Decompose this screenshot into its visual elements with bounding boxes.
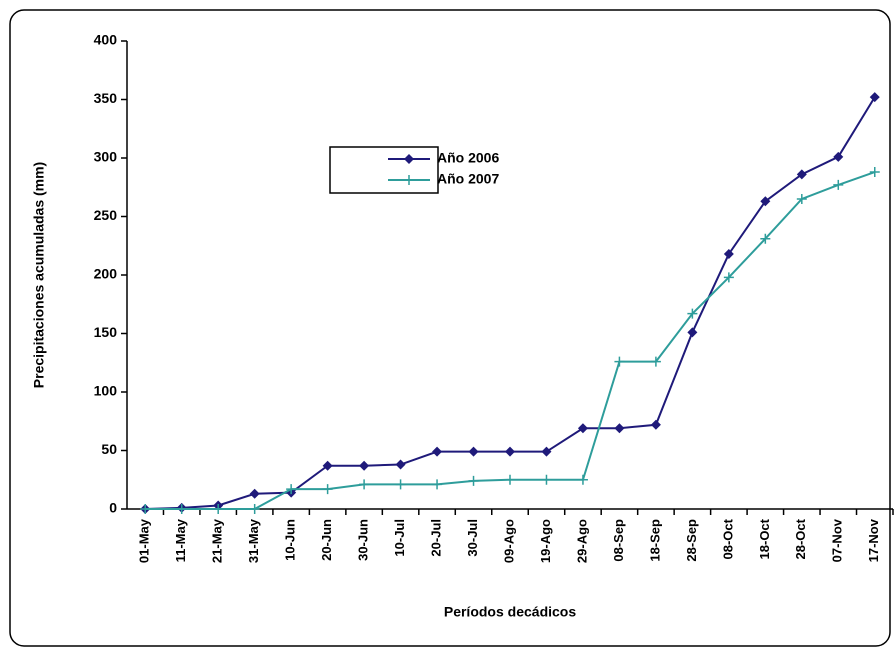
y-tick-label: 350 — [94, 90, 118, 106]
x-tick-label: 08-Sep — [611, 519, 626, 562]
marker — [650, 419, 661, 430]
marker — [723, 272, 734, 283]
marker — [833, 179, 844, 190]
marker — [140, 504, 151, 514]
x-tick-label: 30-Jun — [356, 519, 371, 561]
x-tick-label: 31-May — [246, 518, 261, 563]
y-tick-label: 400 — [94, 32, 118, 48]
marker — [176, 504, 187, 514]
legend-label: Año 2006 — [437, 150, 499, 166]
x-tick-label: 21-May — [210, 518, 225, 563]
marker — [505, 446, 515, 457]
marker — [322, 460, 333, 471]
x-axis-title: Períodos decádicos — [444, 604, 576, 620]
marker — [687, 327, 698, 338]
marker — [869, 92, 880, 103]
marker — [249, 488, 260, 499]
marker — [541, 446, 552, 457]
marker — [577, 474, 588, 485]
x-tick-label: 20-Jun — [319, 519, 334, 561]
marker — [760, 196, 771, 207]
marker — [614, 356, 625, 367]
y-tick-label: 100 — [94, 383, 118, 399]
y-axis-title: Precipitaciones acumuladas (mm) — [31, 162, 47, 388]
marker — [432, 446, 443, 457]
marker — [468, 446, 479, 457]
x-tick-label: 09-Ago — [501, 519, 516, 563]
x-tick-label: 28-Oct — [793, 518, 808, 559]
marker — [505, 474, 515, 485]
marker — [869, 167, 880, 178]
chart-frame — [9, 9, 891, 647]
marker — [359, 460, 370, 471]
marker — [577, 423, 588, 434]
y-tick-label: 250 — [94, 207, 118, 223]
x-tick-label: 07-Nov — [830, 518, 845, 562]
marker — [395, 479, 406, 490]
marker — [541, 474, 552, 485]
x-tick-label: 08-Oct — [720, 518, 735, 559]
x-tick-label: 19-Ago — [538, 519, 553, 563]
x-tick-label: 30-Jul — [465, 519, 480, 557]
x-tick-label: 17-Nov — [866, 518, 881, 562]
marker — [322, 484, 333, 495]
marker — [359, 479, 370, 490]
marker — [614, 423, 625, 434]
x-tick-label: 18-Oct — [757, 518, 772, 559]
marker — [468, 475, 479, 486]
marker — [760, 233, 771, 244]
marker — [796, 193, 807, 204]
marker — [796, 169, 807, 180]
x-tick-label: 28-Sep — [684, 519, 699, 562]
legend: Año 2006 Año 2007 — [329, 146, 499, 194]
y-tick-label: 0 — [109, 500, 117, 516]
x-tick-label: 20-Jul — [428, 519, 443, 557]
x-tick-label: 11-May — [173, 518, 188, 562]
marker — [432, 479, 443, 490]
marker — [395, 459, 406, 470]
x-tick-label: 29-Ago — [574, 519, 589, 563]
y-tick-label: 150 — [94, 324, 118, 340]
marker — [286, 484, 297, 495]
marker — [833, 151, 844, 162]
marker — [404, 154, 414, 164]
y-tick-label: 50 — [101, 441, 117, 457]
y-tick-label: 200 — [94, 266, 118, 282]
legend-label: Año 2007 — [437, 171, 499, 187]
legend-box — [329, 146, 439, 194]
y-tick-label: 300 — [94, 149, 118, 165]
marker — [687, 308, 698, 319]
marker — [249, 504, 260, 514]
marker — [650, 356, 661, 367]
marker — [404, 175, 414, 185]
marker — [723, 248, 734, 259]
x-tick-label: 18-Sep — [647, 519, 662, 562]
marker — [213, 504, 224, 514]
x-tick-label: 10-Jul — [392, 519, 407, 557]
x-tick-label: 01-May — [137, 518, 152, 563]
x-tick-label: 10-Jun — [283, 519, 298, 561]
